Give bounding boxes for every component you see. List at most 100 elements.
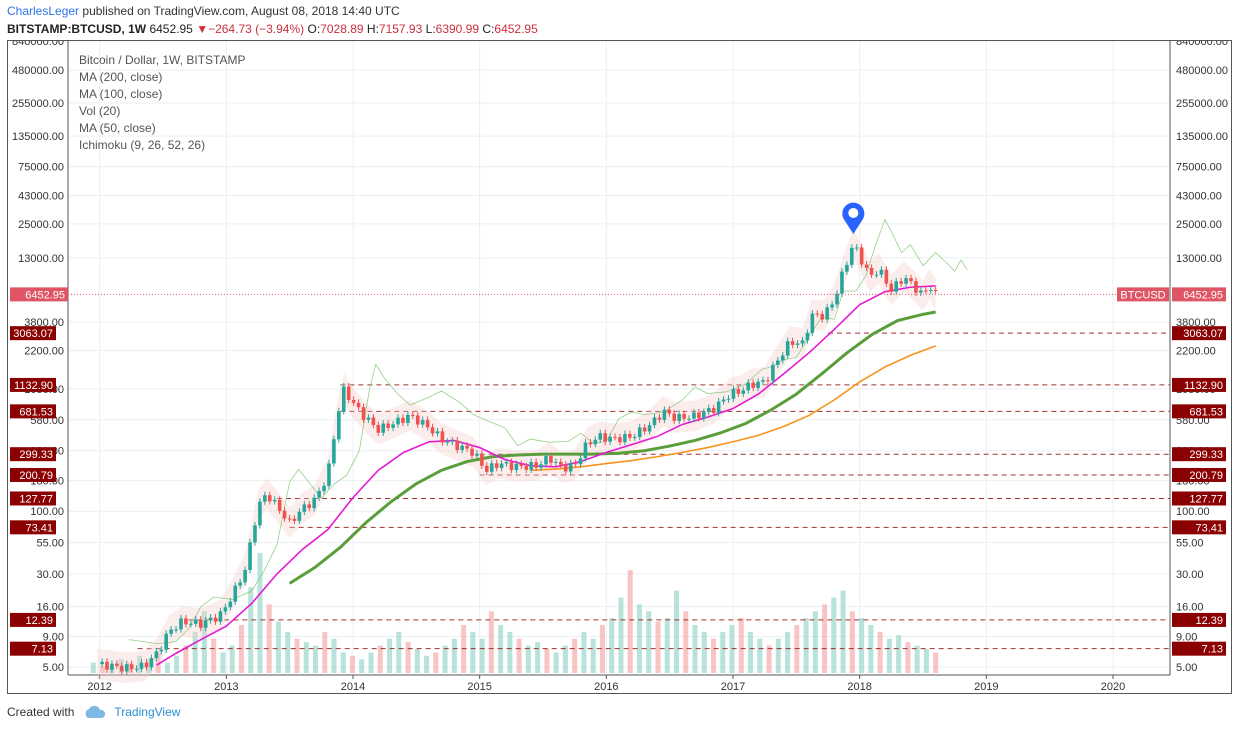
x-tick-label: 2016: [594, 681, 618, 693]
candle-body: [411, 414, 415, 416]
level-tag-right: [1172, 491, 1226, 506]
x-tick-label: 2014: [341, 681, 365, 693]
candle-body: [529, 462, 533, 470]
tradingview-link[interactable]: TradingView: [114, 705, 181, 719]
level-tag-left: [10, 404, 56, 419]
candle-body: [302, 504, 307, 512]
volume-bar: [405, 642, 411, 673]
candle-body: [346, 386, 351, 400]
y-tick-label-right: 75000.00: [1176, 162, 1222, 174]
candle-body: [272, 499, 277, 502]
volume-bar: [396, 631, 402, 673]
volume-bar: [562, 645, 568, 673]
candle-body: [519, 463, 524, 467]
volume-bar: [812, 611, 818, 673]
level-tag-left: [10, 447, 56, 462]
volume-bar: [757, 638, 763, 673]
y-tick-label-right: 30.00: [1176, 569, 1204, 581]
volume-bar: [285, 631, 291, 673]
candle-body: [198, 619, 203, 628]
volume-bar: [90, 662, 96, 673]
candle-body: [184, 618, 188, 625]
level-label-left: 7.13: [32, 644, 53, 656]
volume-bar: [220, 652, 226, 673]
volume-bar: [655, 621, 661, 673]
high-label: H:: [366, 22, 379, 36]
candle-body: [706, 408, 711, 413]
candle-body: [647, 425, 652, 432]
legend-item[interactable]: Vol (20): [79, 104, 121, 118]
candle-body: [608, 436, 612, 442]
candle-body: [287, 518, 292, 520]
open-label: O:: [307, 22, 321, 36]
price-chart[interactable]: 2012 2013 2014 2015 2016 2017 2018 2019 2020 5.00…: [8, 36, 1231, 693]
legend-item[interactable]: MA (200, close): [79, 70, 163, 84]
candle-body: [593, 439, 598, 445]
candle-body: [223, 607, 228, 612]
candle-body: [928, 289, 933, 291]
level-tag-right: [1172, 612, 1226, 627]
legend-item[interactable]: Ichimoku (9, 26, 52, 26): [79, 138, 206, 152]
candle-body: [110, 663, 114, 670]
candle-body: [702, 412, 706, 419]
volume-bar: [664, 618, 670, 673]
level-label-left: 73.41: [25, 522, 53, 534]
y-tick-label-right: 13000.00: [1176, 253, 1222, 265]
ohlc-line: BITSTAMP:BTCUSD, 1W 6452.95 ▼−264.73 (−3…: [7, 22, 538, 36]
author-link[interactable]: CharlesLeger: [7, 4, 80, 18]
volume-bar: [359, 659, 365, 673]
candle-body: [312, 497, 316, 509]
volume-bar: [192, 631, 198, 673]
level-tag-right: [1172, 377, 1226, 392]
volume-bar: [387, 638, 393, 673]
level-label-left: 299.33: [19, 449, 53, 461]
candle-body: [267, 495, 272, 502]
footer: Created with TradingView: [7, 705, 180, 719]
high-value: 7157.93: [378, 22, 423, 36]
candle-body: [233, 585, 238, 602]
candle-body: [632, 437, 637, 439]
volume-bar: [775, 638, 781, 673]
level-tag-right: [1172, 404, 1226, 419]
candle-body: [618, 437, 622, 443]
volume-bar: [275, 621, 281, 673]
volume-bar: [840, 590, 846, 673]
legend-item[interactable]: MA (100, close): [79, 87, 163, 101]
volume-bar: [692, 625, 698, 673]
volume-bar: [322, 631, 328, 673]
volume-bar: [201, 611, 207, 673]
candle-body: [159, 649, 164, 652]
candle-body: [672, 413, 677, 421]
candle-body: [825, 307, 829, 320]
candle-body: [736, 388, 741, 394]
chart-panel[interactable]: 2012 2013 2014 2015 2016 2017 2018 2019 2020 5.00…: [7, 36, 1232, 694]
legend-item[interactable]: MA (50, close): [79, 121, 156, 135]
candle-body: [445, 441, 450, 443]
candle-body: [238, 582, 242, 586]
volume-bar: [424, 655, 430, 673]
candle-body: [830, 304, 834, 308]
y-tick-label-right: 9.00: [1176, 632, 1197, 644]
candle-body: [470, 448, 474, 456]
level-tag-right: [1172, 467, 1226, 482]
candle-body: [100, 661, 104, 665]
candle-body: [243, 569, 247, 583]
candle-body: [480, 453, 484, 466]
volume-bar: [433, 652, 439, 673]
y-tick-label-left: 16.00: [36, 602, 64, 614]
candle-body: [687, 418, 691, 420]
candle-body: [711, 408, 716, 413]
created-with-text: Created with: [7, 705, 75, 719]
candle-body: [425, 420, 430, 428]
candle-body: [766, 380, 770, 382]
candle-body: [356, 402, 361, 408]
volume-bar: [859, 618, 865, 673]
volume-bar: [609, 618, 615, 673]
candle-body: [854, 247, 859, 249]
publish-line: CharlesLeger published on TradingView.co…: [7, 4, 400, 18]
candle-body: [780, 355, 785, 361]
legend-item[interactable]: Bitcoin / Dollar, 1W, BITSTAMP: [79, 53, 246, 67]
volume-bar: [701, 631, 707, 673]
candle-body: [337, 411, 341, 440]
candle-body: [558, 461, 563, 465]
